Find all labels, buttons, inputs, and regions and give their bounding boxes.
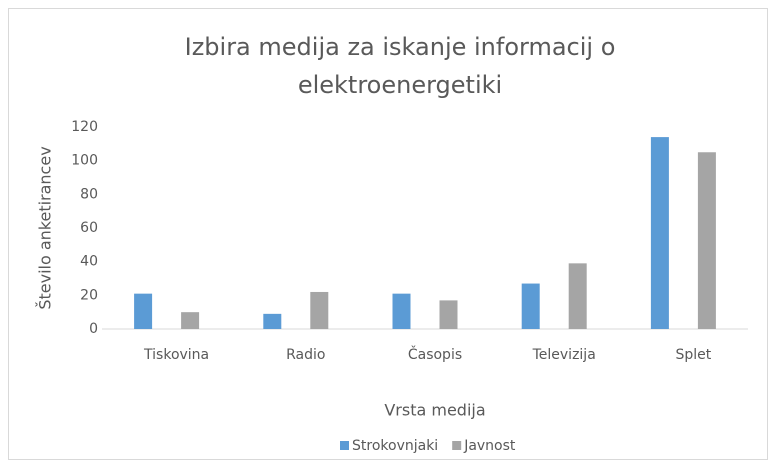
y-tick-label: 120 [71,119,98,135]
y-axis-title: Število anketirancev [36,146,55,309]
y-tick-label: 20 [80,287,98,303]
bar [521,283,540,329]
bar [310,291,329,329]
bar [392,293,411,329]
x-tick-label: Radio [286,347,325,363]
bar [181,312,200,329]
legend-label: Strokovnjaki [352,438,438,454]
x-axis-title: Vrsta medija [384,401,485,420]
legend-label: Javnost [463,438,516,454]
bar [439,300,458,329]
bar [568,263,587,329]
bar [134,293,153,329]
x-tick-label: Tiskovina [143,347,209,363]
y-tick-label: 60 [80,220,98,236]
y-tick-label: 0 [89,321,98,337]
legend-swatch [340,441,349,450]
x-tick-label: Časopis [408,345,462,363]
y-tick-label: 100 [71,153,98,169]
legend-swatch [452,441,462,450]
y-tick-label: 40 [80,254,98,270]
bar [697,152,716,329]
y-tick-label: 80 [80,186,98,202]
chart-title: Izbira medija za iskanje informacij o el… [184,33,616,99]
bar [650,137,669,329]
bar [263,313,282,329]
chart-border [8,8,768,460]
x-tick-label: Televizija [532,347,596,363]
x-tick-label: Splet [676,347,712,363]
